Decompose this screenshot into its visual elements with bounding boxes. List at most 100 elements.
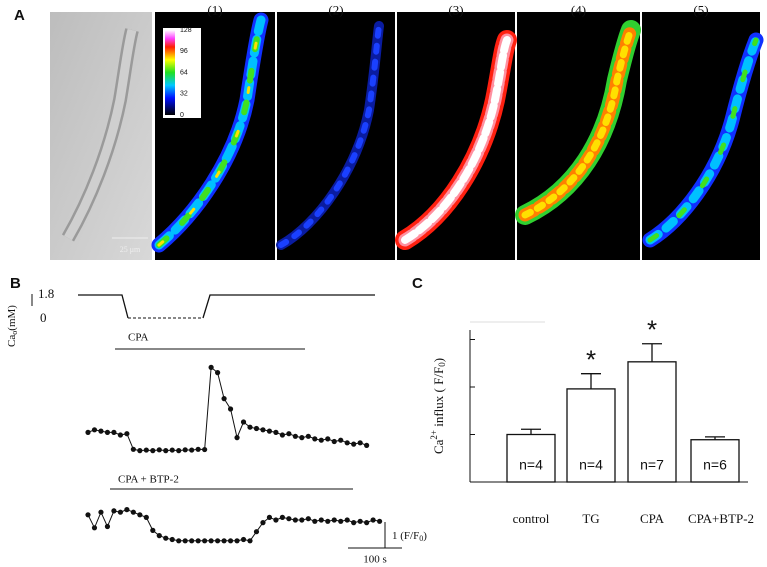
trace-point — [150, 448, 156, 454]
trace-point — [325, 518, 331, 524]
x-tick-label: CPA — [640, 511, 665, 526]
trace-point — [124, 507, 130, 513]
trace-point — [202, 538, 208, 544]
trace-point — [208, 364, 214, 370]
trace-point — [182, 447, 188, 453]
trace-point — [130, 509, 136, 515]
y-axis-label: Ca2+ influx ( F/F0) — [429, 358, 447, 454]
trace-point — [130, 446, 136, 452]
trace-point — [124, 431, 130, 437]
cell — [521, 26, 635, 219]
panel-label: A — [14, 7, 25, 24]
trace-point — [286, 516, 292, 522]
trace-point — [305, 433, 311, 439]
x-tick-label: TG — [582, 511, 599, 526]
x-tick-label: CPA+BTP-2 — [688, 511, 754, 526]
ca-axis-label: Cao(mM) — [6, 305, 19, 347]
trace-point — [91, 427, 98, 433]
frame-label: (1) — [207, 3, 222, 18]
protocol-line — [202, 294, 375, 319]
trace-point — [325, 436, 331, 442]
colorbar-tick-label: 0 — [180, 112, 184, 119]
trace-point — [215, 538, 221, 544]
ca-level-label: 1.8 — [38, 286, 54, 301]
trace-point — [312, 518, 318, 524]
trace-point — [156, 533, 162, 539]
trace-point — [137, 512, 143, 518]
fluorescence-frames — [151, 12, 764, 260]
panel-label: B — [10, 275, 21, 292]
n-label: n=4 — [579, 457, 603, 473]
trace-point — [176, 448, 182, 454]
bar — [627, 361, 677, 483]
trace-point — [240, 419, 247, 425]
x-tick-label: control — [513, 511, 550, 526]
scale-bar-label: 100 s — [363, 554, 387, 566]
trace-point — [377, 518, 383, 524]
trace-point — [351, 520, 357, 526]
frame-label: (4) — [571, 3, 586, 18]
trace-point — [234, 435, 240, 441]
trace-point — [273, 429, 279, 435]
trace-point — [163, 535, 169, 541]
trace-point — [344, 517, 350, 523]
trace-point — [215, 370, 221, 376]
trace-point — [338, 518, 344, 524]
trace-point — [247, 538, 253, 544]
cell — [645, 35, 761, 245]
trace-point — [240, 536, 247, 543]
trace-point — [195, 446, 201, 452]
trace-point — [202, 446, 208, 453]
trace-point — [98, 428, 104, 434]
trace-point — [364, 520, 370, 526]
trace-point — [156, 447, 162, 453]
cell — [401, 36, 511, 244]
significance-marker: * — [647, 315, 657, 345]
trace-point — [195, 538, 201, 544]
colorbar-tick-label: 64 — [180, 69, 188, 76]
trace-point — [111, 508, 117, 514]
brightfield-image — [50, 12, 152, 260]
trace-line — [87, 366, 367, 452]
treatment-label: CPA — [128, 332, 148, 344]
trace-point — [292, 517, 298, 523]
trace-point — [85, 429, 91, 435]
trace-point — [234, 538, 240, 544]
trace-point — [318, 437, 324, 443]
trace-point — [189, 447, 195, 453]
bar — [506, 433, 556, 483]
trace-point — [292, 433, 298, 439]
trace-point — [364, 442, 370, 448]
trace-point — [253, 425, 260, 432]
trace-point — [208, 538, 214, 544]
cell — [156, 17, 264, 248]
colorbar — [165, 30, 175, 115]
treatment-label: CPA + BTP-2 — [118, 474, 179, 486]
scale-bar-label: 1 (F/F0) — [392, 530, 427, 543]
trace-point — [357, 440, 363, 446]
trace-point — [260, 520, 266, 526]
frame-label: (2) — [328, 3, 343, 18]
colorbar-tick-label: 128 — [180, 27, 192, 34]
trace-point — [357, 518, 363, 524]
trace-point — [318, 517, 324, 523]
trace-point — [312, 436, 318, 442]
trace-point — [273, 517, 279, 523]
trace-point — [260, 427, 266, 433]
trace-point — [227, 538, 234, 544]
brightfield-cell-inner — [64, 28, 137, 241]
trace-point — [299, 435, 305, 441]
trace-point — [169, 447, 175, 453]
trace-point — [104, 523, 111, 530]
n-label: n=4 — [519, 457, 543, 473]
trace-point — [104, 429, 111, 435]
trace-point — [91, 525, 98, 531]
significance-marker: * — [586, 345, 596, 375]
trace-point — [279, 432, 285, 438]
trace-point — [176, 538, 182, 544]
cell — [278, 23, 382, 248]
trace-point — [182, 538, 188, 544]
trace-point — [221, 396, 227, 402]
trace-point — [221, 538, 227, 544]
trace-point — [150, 527, 156, 534]
